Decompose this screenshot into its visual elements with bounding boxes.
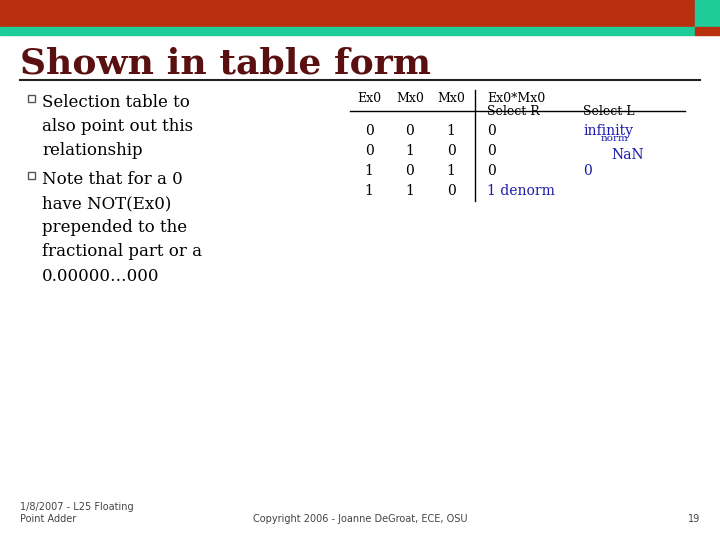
Text: 0: 0 [487, 124, 496, 138]
Text: 1/8/2007 - L25 Floating
Point Adder: 1/8/2007 - L25 Floating Point Adder [20, 502, 134, 524]
Bar [695, 27, 720, 35]
Bar [695, 0, 720, 27]
Text: Ex0*Mx0: Ex0*Mx0 [487, 92, 545, 105]
Text: 0: 0 [405, 164, 415, 178]
Text: Shown in table form: Shown in table form [20, 47, 431, 81]
Text: 0: 0 [583, 164, 592, 178]
Text: 1: 1 [364, 164, 374, 178]
Text: 19: 19 [688, 514, 700, 524]
Bar [0, 0, 695, 27]
Text: Select R: Select R [487, 105, 540, 118]
Text: 0: 0 [487, 144, 496, 158]
Text: Copyright 2006 - Joanne DeGroat, ECE, OSU: Copyright 2006 - Joanne DeGroat, ECE, OS… [253, 514, 467, 524]
Text: 1: 1 [405, 184, 415, 198]
Text: 0: 0 [446, 184, 455, 198]
Text: 0: 0 [487, 164, 496, 178]
Text: Mx0: Mx0 [437, 92, 465, 105]
Text: Ex0: Ex0 [357, 92, 381, 105]
Text: 0: 0 [405, 124, 415, 138]
Bar [28, 95, 35, 102]
Text: 1: 1 [405, 144, 415, 158]
Text: Selection table to
also point out this
relationship: Selection table to also point out this r… [42, 94, 193, 159]
Text: norm: norm [601, 134, 629, 143]
Text: NaN: NaN [611, 148, 644, 162]
Bar [28, 172, 35, 179]
Text: Note that for a 0
have NOT(Ex0)
prepended to the
fractional part or a
0.00000…00: Note that for a 0 have NOT(Ex0) prepende… [42, 171, 202, 285]
Text: 1 denorm: 1 denorm [487, 184, 555, 198]
Text: 1: 1 [364, 184, 374, 198]
Text: 1: 1 [446, 164, 456, 178]
Text: 0: 0 [446, 144, 455, 158]
Text: 0: 0 [364, 124, 374, 138]
Text: Select L: Select L [583, 105, 634, 118]
Text: 0: 0 [364, 144, 374, 158]
Text: 1: 1 [446, 124, 456, 138]
Text: infinity: infinity [583, 124, 633, 138]
Bar [0, 27, 695, 35]
Text: Mx0: Mx0 [396, 92, 424, 105]
